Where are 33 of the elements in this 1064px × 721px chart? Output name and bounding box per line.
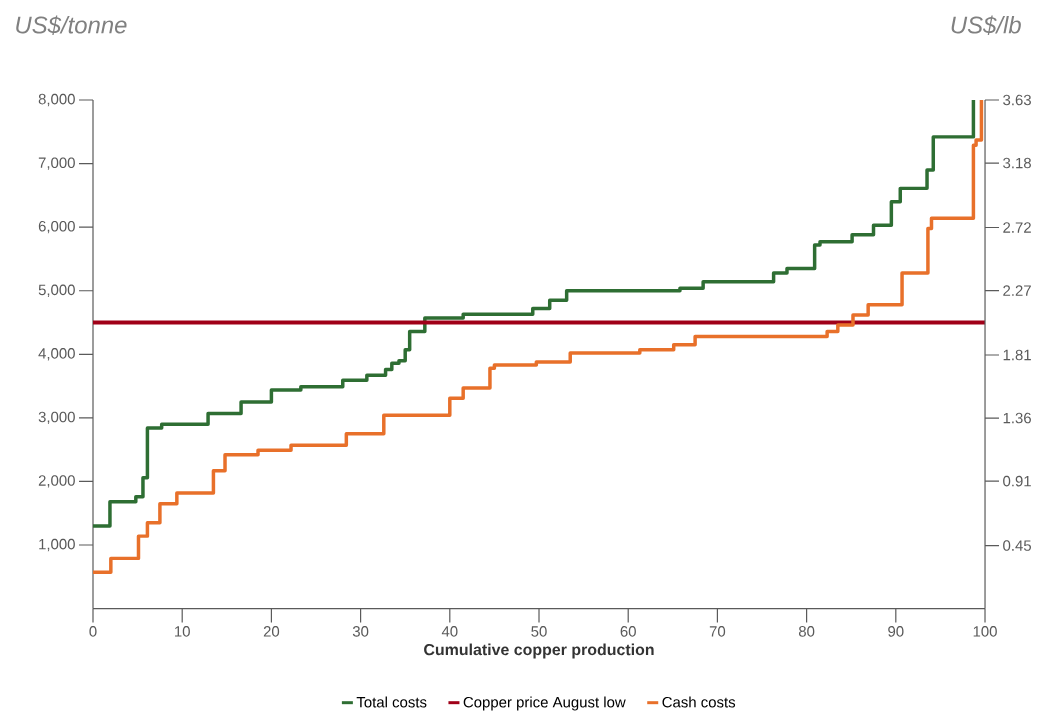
x-tick-label: 60 [620,626,636,637]
y2-tick-label: 2.72 [1003,222,1031,233]
x-tick-label: 80 [798,626,815,637]
legend-label: Copper price August low [463,696,626,711]
y2-axis-title: US$/lb [951,15,1021,35]
y-tick-label: 7,000 [38,157,75,170]
y-tick-label: 2,000 [38,475,75,488]
x-tick-label: 30 [352,626,369,637]
x-tick-label: 90 [888,626,904,637]
y-tick-label: 1,000 [39,538,75,552]
x-tick-label: 0 [89,626,97,637]
y2-tick-label: 1.36 [1003,412,1031,424]
y-tick-label: 3,000 [38,411,75,425]
y2-tick-label: 0.45 [1003,540,1031,551]
x-tick-label: 10 [175,626,190,637]
x-tick-label: 50 [531,626,547,637]
y2-tick-label: 1.81 [1003,349,1031,361]
y-tick-label: 4,000 [38,348,75,361]
legend-label: Total costs [356,696,427,708]
y-tick-label: 6,000 [38,220,75,234]
y2-tick-label: 0.91 [1003,475,1031,487]
y-axis-title: US$/tonne [16,15,127,35]
y2-tick-label: 2.27 [1003,285,1031,296]
x-tick-label: 40 [441,626,458,637]
x-axis-title: Cumulative copper production [424,643,654,659]
y2-tick-label: 3.63 [1003,94,1031,106]
y2-tick-label: 3.18 [1003,157,1031,169]
x-tick-label: 70 [709,626,726,637]
x-tick-label: 20 [263,626,280,637]
y-tick-label: 5,000 [38,284,75,297]
legend-label: Cash costs [662,696,736,708]
x-tick-label: 100 [973,626,997,637]
y-tick-label: 8,000 [38,93,75,107]
